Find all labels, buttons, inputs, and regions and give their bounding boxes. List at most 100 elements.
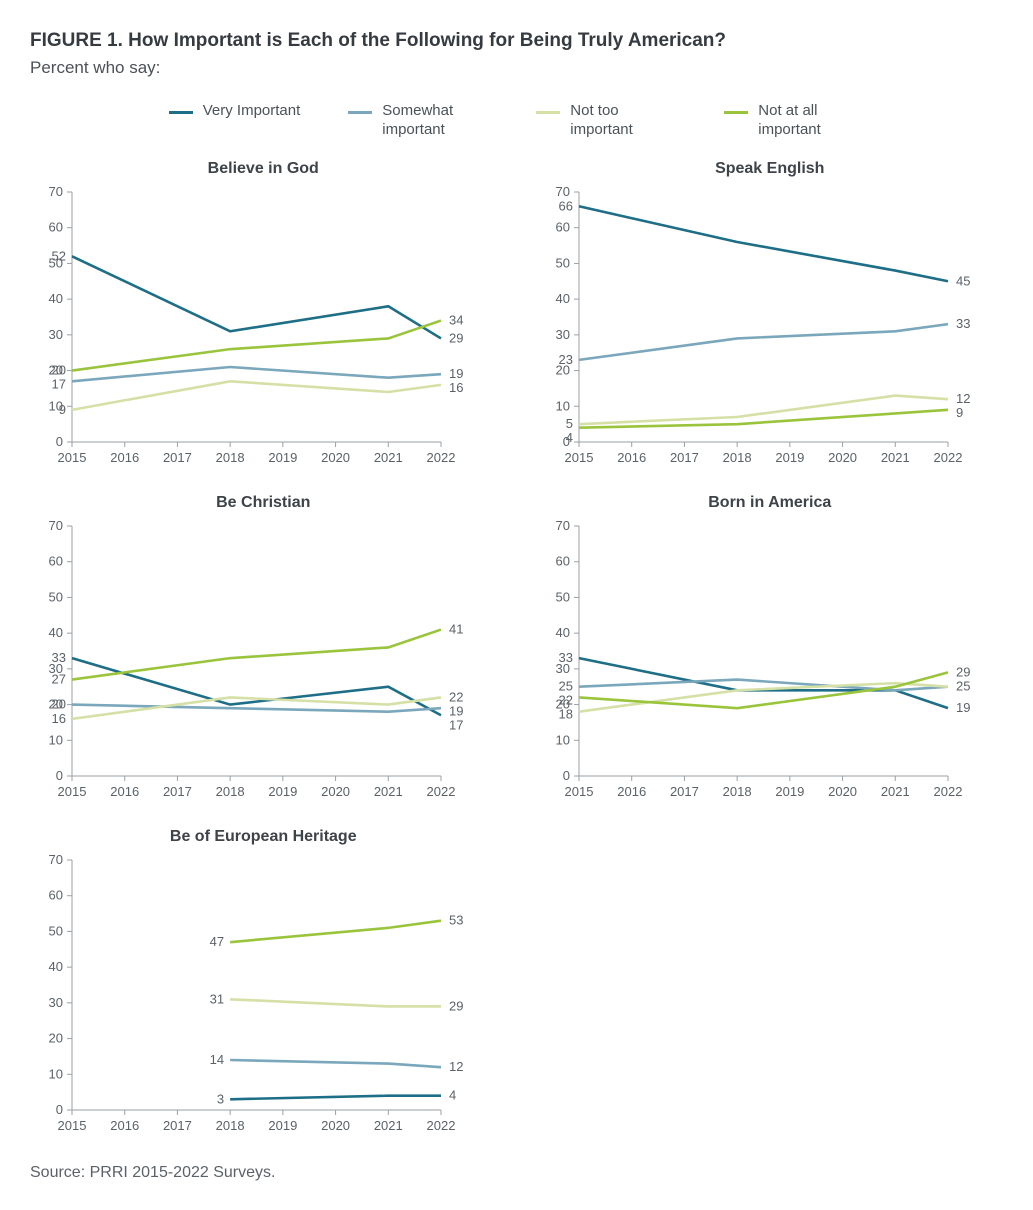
y-tick-label: 0 [56,768,63,783]
legend-swatch [536,111,560,114]
legend-swatch [348,111,372,114]
x-tick-label: 2019 [268,784,297,799]
y-tick-label: 40 [49,959,63,974]
y-tick-label: 70 [49,852,63,867]
x-tick-label: 2017 [163,784,192,799]
x-tick-label: 2020 [828,450,857,465]
data-label: 29 [449,330,463,345]
y-tick-label: 70 [49,184,63,199]
data-label: 17 [52,376,66,391]
y-tick-label: 70 [49,518,63,533]
data-label: 33 [558,650,572,665]
data-label: 29 [956,664,970,679]
data-label: 17 [449,717,463,732]
chart-svg: 0102030405060702015201620172018201920202… [537,182,992,472]
y-tick-label: 50 [49,923,63,938]
chart-svg: 0102030405060702015201620172018201920202… [30,516,485,806]
x-tick-label: 2017 [669,450,698,465]
x-tick-label: 2015 [564,450,593,465]
y-tick-label: 70 [555,184,569,199]
x-tick-label: 2022 [933,784,962,799]
y-tick-label: 30 [49,994,63,1009]
series-line [72,629,441,679]
y-tick-label: 70 [555,518,569,533]
legend-item: Very Important [169,102,301,140]
chart-svg: 0102030405060702015201620172018201920202… [30,182,485,472]
data-label: 52 [52,248,66,263]
chart-panel: Believe in God01020304050607020152016201… [30,160,497,472]
data-label: 16 [52,710,66,725]
y-tick-label: 60 [555,219,569,234]
data-label: 9 [956,405,963,420]
legend-item: Not too important [536,102,676,140]
data-label: 66 [558,198,572,213]
series-line [72,256,441,338]
x-tick-label: 2018 [722,784,751,799]
panel-title: Born in America [537,494,1004,512]
y-tick-label: 10 [49,732,63,747]
data-label: 31 [210,991,224,1006]
y-tick-label: 0 [562,768,569,783]
data-label: 16 [449,380,463,395]
data-label: 5 [565,416,572,431]
chart-svg: 0102030405060702015201620172018201920202… [537,516,992,806]
data-label: 20 [52,696,66,711]
data-label: 9 [59,401,66,416]
series-line [579,324,948,360]
y-tick-label: 20 [49,1030,63,1045]
x-tick-label: 2016 [617,784,646,799]
data-label: 33 [956,316,970,331]
data-label: 25 [558,678,572,693]
y-tick-label: 60 [49,887,63,902]
x-tick-label: 2016 [110,450,139,465]
series-line [72,381,441,410]
data-label: 29 [449,998,463,1013]
x-tick-label: 2015 [58,784,87,799]
series-line [230,1060,441,1067]
data-label: 4 [565,430,572,445]
x-tick-label: 2019 [775,450,804,465]
x-tick-label: 2021 [374,1118,403,1133]
legend-item: Somewhat important [348,102,488,140]
data-label: 41 [449,621,463,636]
chart-panel: Be Christian0102030405060702015201620172… [30,494,497,806]
legend-label: Very Important [203,102,301,121]
y-tick-label: 40 [555,291,569,306]
x-tick-label: 2017 [163,1118,192,1133]
x-tick-label: 2015 [564,784,593,799]
x-tick-label: 2016 [110,1118,139,1133]
data-label: 4 [449,1087,456,1102]
x-tick-label: 2020 [828,784,857,799]
y-tick-label: 40 [555,625,569,640]
y-tick-label: 30 [49,326,63,341]
data-label: 12 [956,391,970,406]
x-tick-label: 2019 [268,450,297,465]
data-label: 22 [449,689,463,704]
legend-swatch [724,111,748,114]
data-label: 27 [52,671,66,686]
data-label: 53 [449,912,463,927]
panel-title: Be Christian [30,494,497,512]
chart-panel: Speak English010203040506070201520162017… [537,160,1004,472]
legend: Very Important Somewhat important Not too … [30,102,1003,140]
y-tick-label: 0 [56,434,63,449]
legend-label: Somewhat important [382,102,488,140]
y-tick-label: 60 [555,553,569,568]
x-tick-label: 2017 [163,450,192,465]
data-label: 18 [558,706,572,721]
y-tick-label: 50 [49,589,63,604]
x-tick-label: 2019 [268,1118,297,1133]
x-tick-label: 2020 [321,1118,350,1133]
x-tick-label: 2022 [933,450,962,465]
x-tick-label: 2022 [427,784,456,799]
series-line [230,999,441,1006]
source-note: Source: PRRI 2015-2022 Surveys. [30,1164,1003,1182]
x-tick-label: 2022 [427,1118,456,1133]
y-tick-label: 10 [555,398,569,413]
legend-label: Not at all important [758,102,864,140]
data-label: 22 [558,692,572,707]
x-tick-label: 2020 [321,784,350,799]
x-tick-label: 2021 [880,784,909,799]
y-tick-label: 0 [56,1102,63,1117]
y-tick-label: 50 [555,589,569,604]
